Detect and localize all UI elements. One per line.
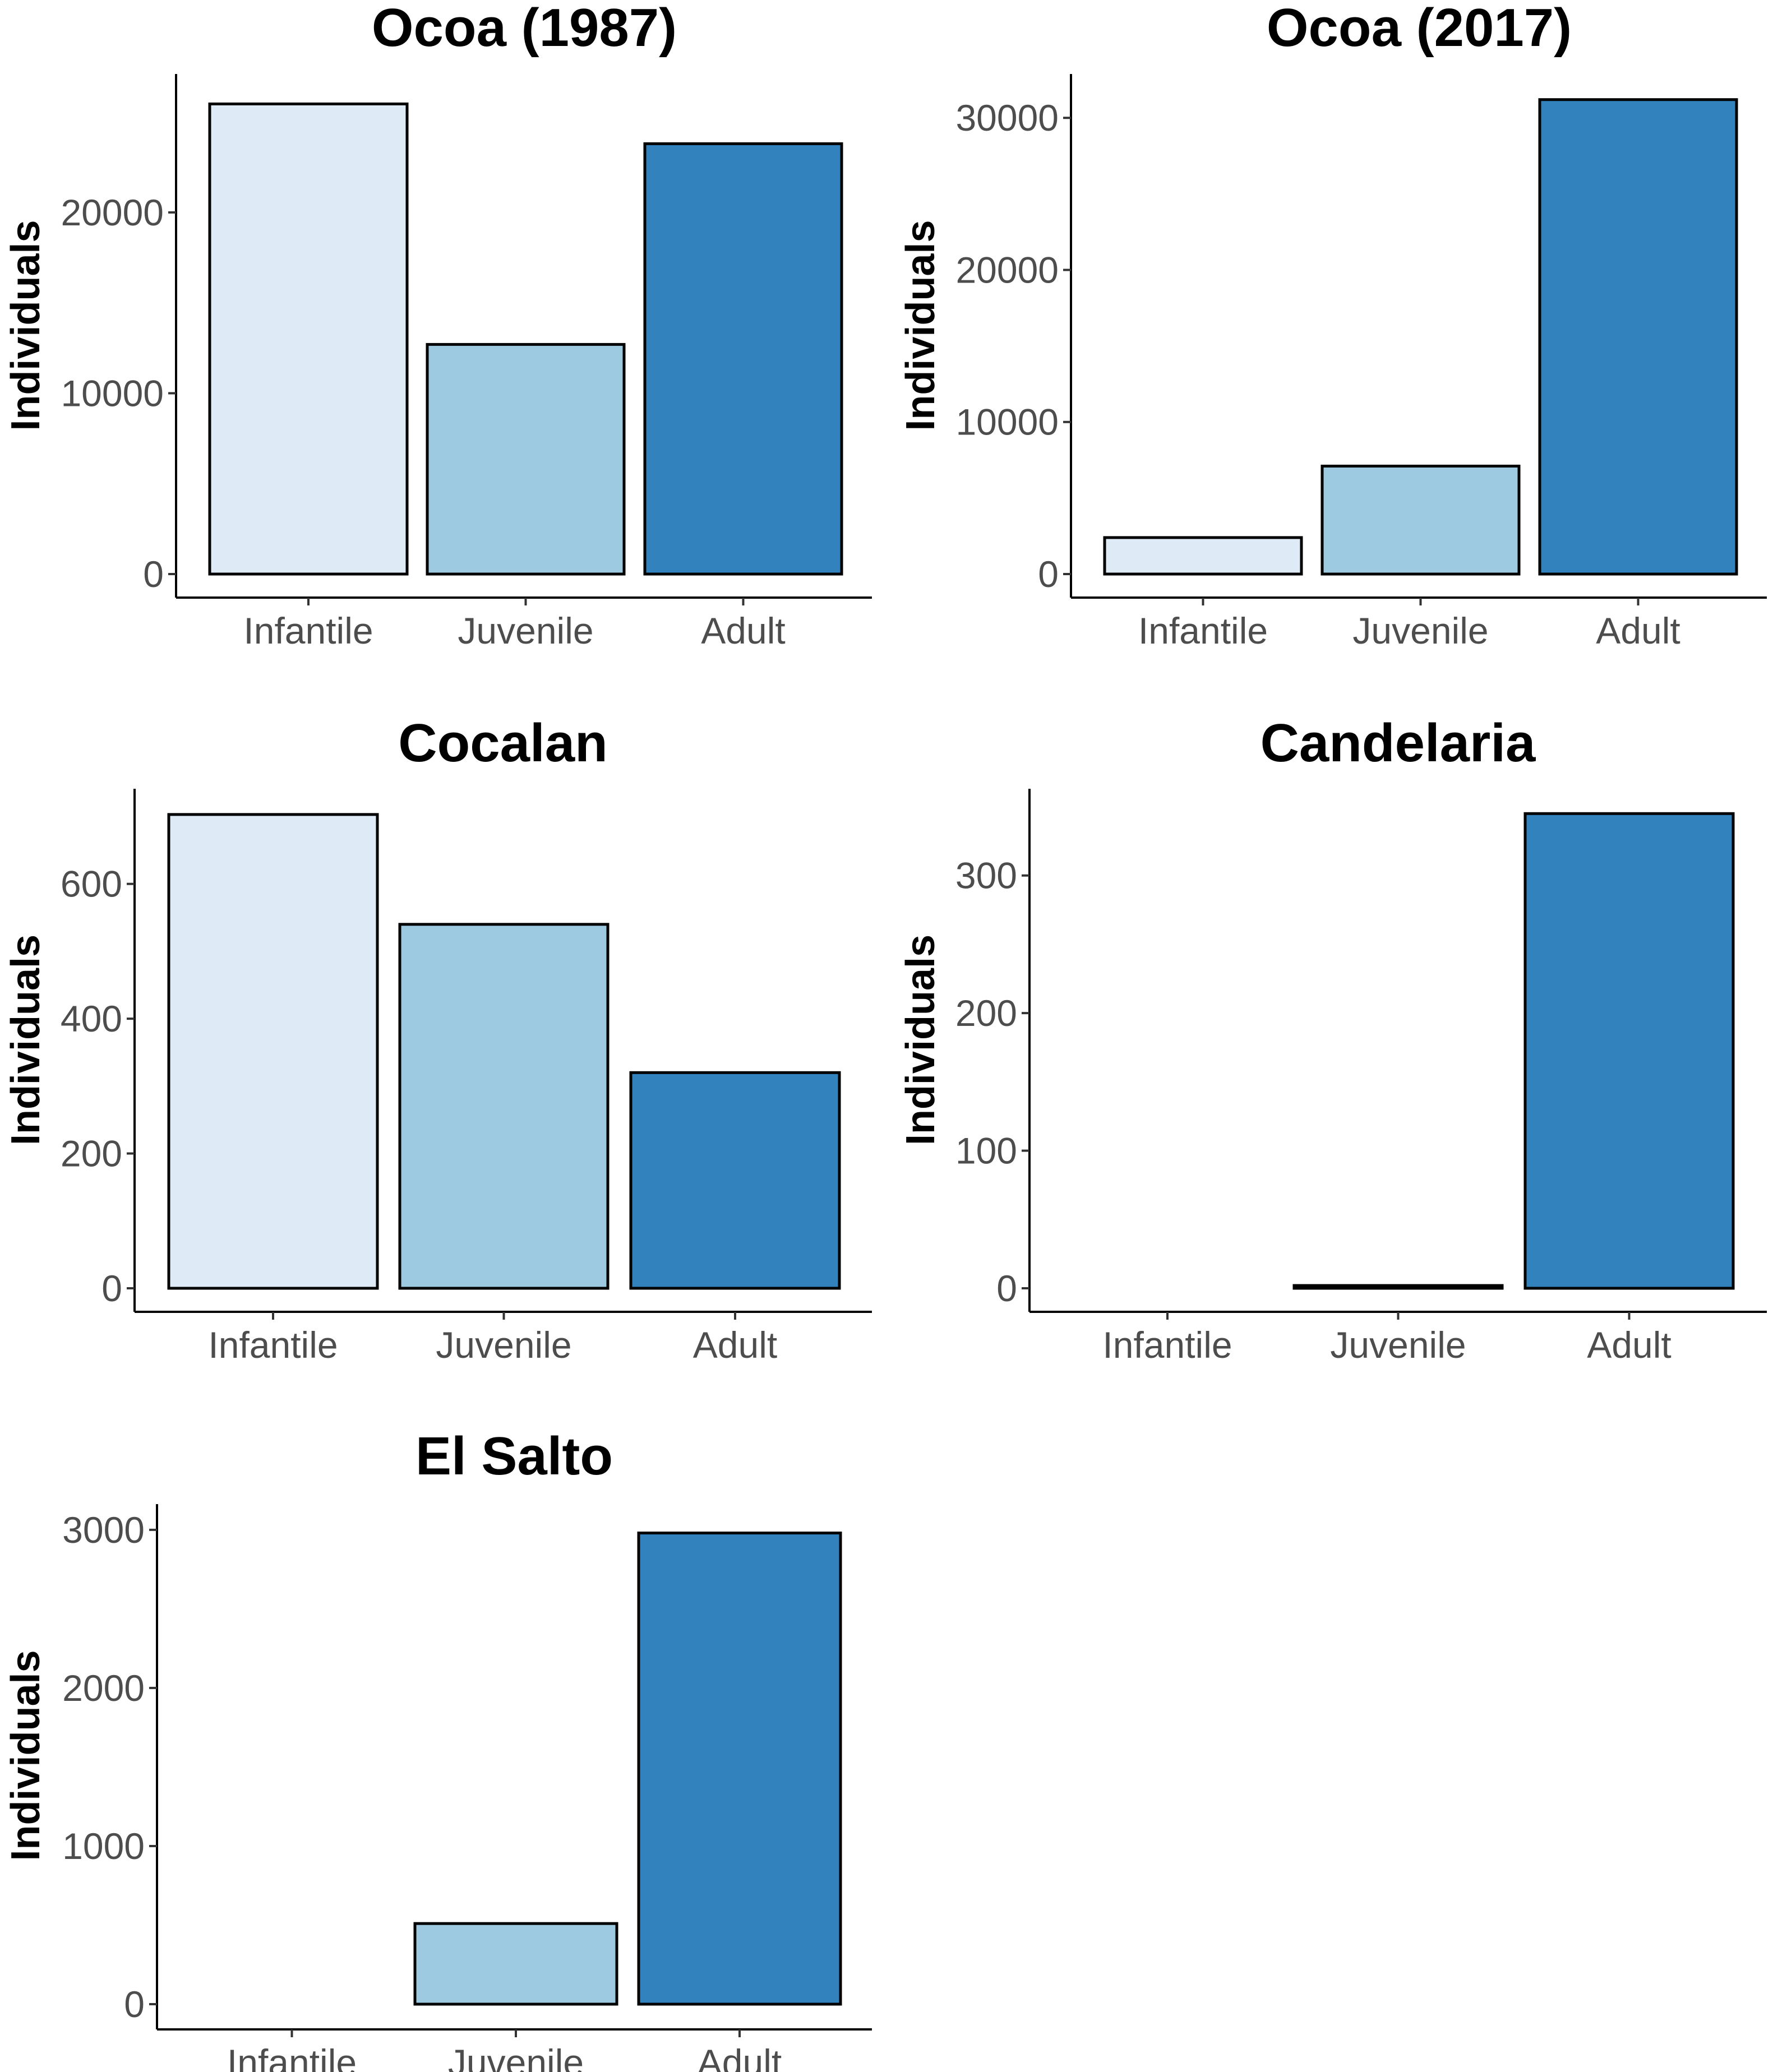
x-tick-label: Infantile [243, 610, 373, 651]
bar-juvenile [426, 343, 626, 576]
panel-5: El Salto Individuals 0 1000 2000 3000 Infantil… [3, 1426, 872, 2072]
bar-infantile [167, 813, 379, 1290]
y-axis-label: Individuals [3, 935, 48, 1145]
y-tick-label: 20000 [61, 192, 164, 233]
panel-title: Cocalan [398, 713, 607, 773]
bar-infantile [208, 102, 409, 576]
y-tick-label: 0 [996, 1268, 1017, 1309]
bar-adult [1523, 812, 1735, 1290]
bar-adult [1538, 98, 1738, 576]
y-tick-label: 400 [61, 998, 122, 1039]
panel-1: Ocoa (1987) Individuals 0 10000 20000 Infanti… [3, 0, 872, 651]
x-tick-label: Juvenile [448, 2042, 584, 2072]
bar-adult [637, 1532, 842, 2006]
panel-title: Ocoa (2017) [1267, 0, 1572, 58]
x-tick-label: Infantile [227, 2042, 357, 2072]
y-tick-label: 20000 [955, 249, 1059, 290]
y-axis-label: Individuals [898, 935, 943, 1145]
y-tick-label: 0 [143, 553, 164, 595]
y-tick-label: 200 [61, 1133, 122, 1174]
y-tick-label: 200 [955, 992, 1017, 1034]
panel-title: Candelaria [1261, 713, 1536, 773]
y-axis-label: Individuals [3, 1650, 48, 1861]
y-tick-label: 0 [1038, 553, 1059, 595]
panel-title: El Salto [415, 1426, 613, 1486]
x-tick-label: Juvenile [1330, 1324, 1466, 1366]
x-tick-label: Juvenile [1352, 610, 1488, 651]
x-tick-label: Adult [1596, 610, 1680, 651]
y-tick-label: 300 [955, 855, 1017, 896]
panel-title: Ocoa (1987) [372, 0, 677, 58]
y-tick-label: 30000 [955, 97, 1059, 138]
panel-2: Ocoa (2017) Individuals 0 10000 20000 30000 In… [898, 0, 1767, 651]
y-tick-label: 3000 [62, 1509, 145, 1551]
x-tick-label: Adult [698, 2042, 782, 2072]
panel-3: Cocalan Individuals 0 200 400 600 Infantile Juv… [3, 713, 872, 1366]
x-tick-label: Adult [701, 610, 785, 651]
x-tick-label: Juvenile [458, 610, 593, 651]
y-tick-label: 10000 [61, 372, 164, 414]
panel-4: Candelaria Individuals 0 100 200 300 Infantile… [898, 713, 1767, 1366]
bar-adult [629, 1071, 841, 1290]
y-tick-label: 100 [955, 1130, 1017, 1172]
bar-juvenile [413, 1922, 618, 2006]
y-tick-label: 10000 [955, 401, 1059, 443]
y-tick-label: 0 [124, 1983, 145, 2025]
y-tick-label: 0 [101, 1268, 122, 1309]
x-tick-label: Juvenile [436, 1324, 571, 1366]
y-tick-label: 600 [61, 863, 122, 905]
x-tick-label: Adult [693, 1324, 777, 1366]
y-axis-label: Individuals [3, 220, 48, 431]
y-tick-label: 2000 [62, 1667, 145, 1709]
x-tick-label: Adult [1587, 1324, 1671, 1366]
x-tick-label: Infantile [1102, 1324, 1232, 1366]
y-axis-label: Individuals [898, 220, 943, 431]
x-tick-label: Infantile [1138, 610, 1268, 651]
bar-juvenile [398, 923, 610, 1290]
y-tick-label: 1000 [62, 1825, 145, 1867]
bar-adult [643, 142, 843, 576]
bar-juvenile [1292, 1284, 1504, 1290]
bar-juvenile [1320, 464, 1521, 576]
x-tick-label: Infantile [208, 1324, 338, 1366]
bar-infantile [1103, 536, 1303, 576]
